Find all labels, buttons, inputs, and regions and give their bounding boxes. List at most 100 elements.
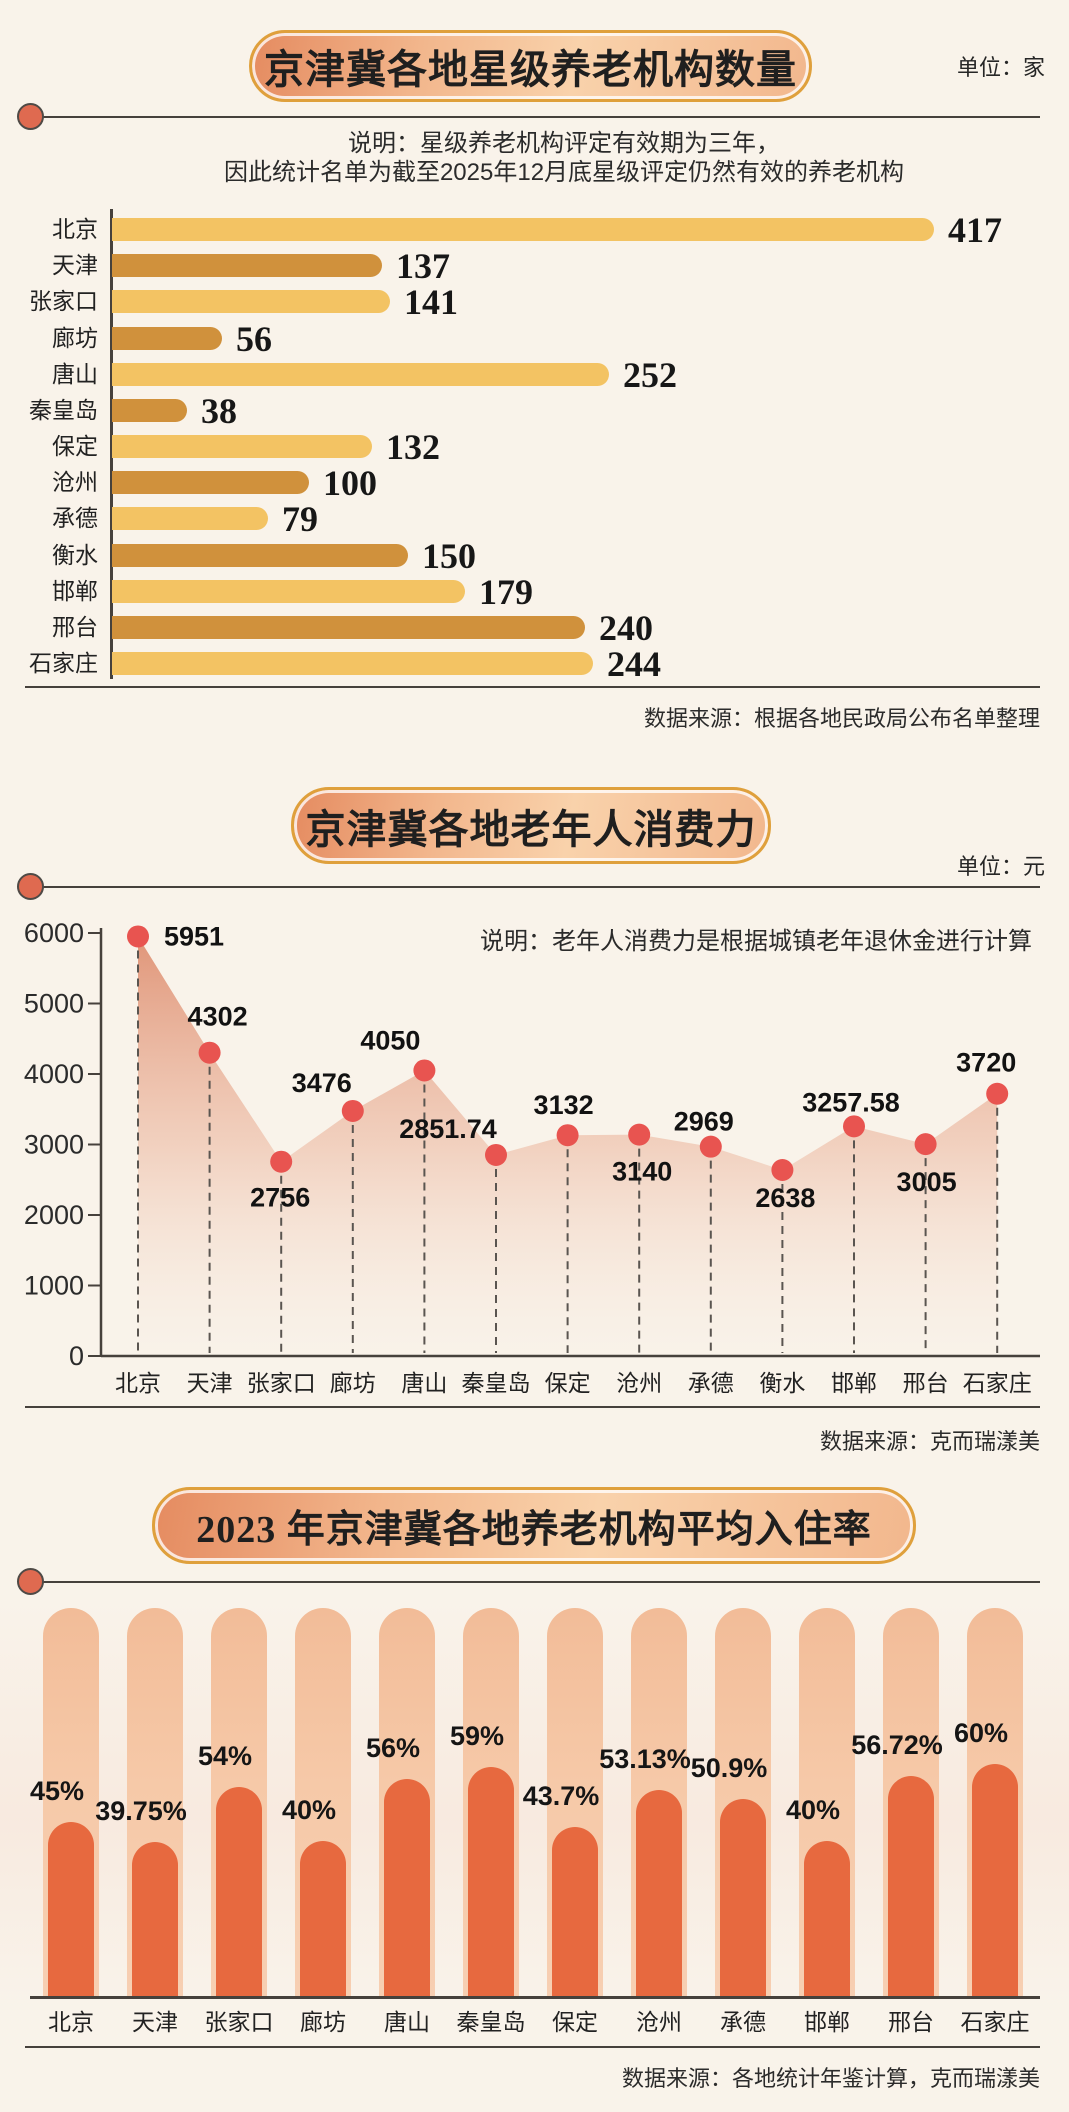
- chart3-category-label: 石家庄: [960, 2009, 1030, 2035]
- chart2-data-point: [914, 1133, 937, 1156]
- chart2-category-label: 石家庄: [963, 1370, 1032, 1396]
- chart3-category-label: 承德: [720, 2009, 766, 2035]
- chart2-y-tick-label: 3000: [24, 1130, 84, 1160]
- chart1-source: 数据来源：根据各地民政局公布名单整理: [643, 706, 1040, 731]
- chart1-value-label: 100: [323, 463, 377, 503]
- chart2-data-point: [127, 925, 149, 948]
- chart2-data-point: [413, 1059, 436, 1082]
- chart3-category-label: 北京: [48, 2009, 94, 2035]
- chart3-value-label: 60%: [953, 1718, 1009, 1748]
- chart1-category-label: 承德: [52, 505, 98, 531]
- chart2-title: 京津冀各地老年人消费力: [305, 806, 757, 852]
- chart2-data-point: [843, 1115, 865, 1138]
- chart3-category-label: 秦皇岛: [456, 2009, 526, 2035]
- chart1-category-label: 石家庄: [29, 650, 98, 676]
- chart2-value-label: 3476: [292, 1068, 352, 1098]
- chart3-divider-dot-icon: [17, 1568, 44, 1595]
- chart3-category-label: 唐山: [384, 2009, 430, 2035]
- chart3-value-label: 54%: [197, 1741, 253, 1771]
- chart3-value-label: 59%: [449, 1721, 505, 1751]
- chart1-value-label: 179: [479, 572, 533, 612]
- chart2-divider-dot-icon: [17, 873, 44, 900]
- chart2-note: 说明：老年人消费力是根据城镇老年退休金进行计算: [480, 928, 1032, 955]
- chart2-value-label: 3140: [612, 1157, 672, 1187]
- chart2-data-point: [198, 1041, 221, 1064]
- chart3-bar: [636, 1790, 682, 1997]
- chart3-bar: [216, 1787, 262, 1997]
- chart1-note: 说明：星级养老机构评定有效期为三年， 因此统计名单为截至2025年12月底星级评…: [60, 129, 1068, 187]
- chart2-bottom-rule: [25, 1406, 1040, 1408]
- chart1-category-label: 邯郸: [52, 578, 98, 604]
- chart2-category-label: 唐山: [401, 1370, 447, 1396]
- chart1-value-label: 417: [948, 210, 1002, 250]
- chart3-value-label: 40%: [785, 1795, 841, 1825]
- chart1-bar: [112, 652, 593, 675]
- chart2-category-label: 北京: [115, 1370, 161, 1396]
- chart1-category-label: 廊坊: [52, 325, 98, 351]
- chart1-bar: [112, 507, 268, 530]
- chart1-note-line2: 因此统计名单为截至2025年12月底星级评定仍然有效的养老机构: [223, 159, 905, 186]
- chart1-divider-dot-icon: [17, 103, 44, 130]
- chart3-bar: [132, 1842, 178, 1997]
- chart3-title-badge: 2023 年京津冀各地养老机构平均入住率: [152, 1487, 916, 1564]
- chart3-bar: [888, 1776, 934, 1997]
- chart3-value-label: 53.13%: [599, 1744, 691, 1774]
- chart1-bar: [112, 399, 187, 422]
- chart1-bar: [112, 290, 390, 313]
- chart1-category-label: 北京: [52, 216, 98, 242]
- chart2-value-label: 5951: [164, 921, 224, 951]
- chart3-value-label: 45%: [29, 1776, 85, 1806]
- chart2-data-point: [628, 1123, 651, 1146]
- chart2-category-label: 邢台: [903, 1370, 949, 1396]
- chart1-value-label: 141: [404, 282, 458, 322]
- chart2-category-label: 承德: [688, 1370, 734, 1396]
- chart2-y-tick-label: 4000: [24, 1059, 84, 1089]
- chart1-bar: [112, 471, 309, 494]
- chart3-bottom-rule: [25, 2046, 1040, 2048]
- chart1-y-axis: [110, 209, 113, 679]
- chart1-value-label: 244: [607, 644, 661, 684]
- chart3-value-label: 50.9%: [690, 1753, 768, 1783]
- chart1-category-label: 张家口: [29, 288, 98, 314]
- chart2-unit-label: 单位：元: [956, 854, 1045, 879]
- chart3-value-label: 43.7%: [522, 1781, 600, 1811]
- chart1-value-label: 150: [422, 536, 476, 576]
- chart2-title-badge: 京津冀各地老年人消费力: [291, 787, 771, 864]
- chart3-value-label: 39.75%: [95, 1796, 187, 1826]
- chart3-bar: [48, 1822, 94, 1997]
- chart3-bar: [972, 1764, 1018, 1997]
- chart2-category-label: 邯郸: [831, 1370, 877, 1396]
- chart1-bar: [112, 616, 585, 639]
- chart3-bar: [804, 1841, 850, 1997]
- chart2-value-label: 2638: [755, 1183, 815, 1213]
- chart3-category-label: 邯郸: [804, 2009, 850, 2035]
- chart2-value-label: 4050: [360, 1025, 420, 1055]
- chart1-bar: [112, 363, 609, 386]
- chart1-value-label: 132: [386, 427, 440, 467]
- chart3-title: 2023 年京津冀各地养老机构平均入住率: [196, 1509, 872, 1551]
- chart2-category-label: 保定: [545, 1370, 591, 1396]
- chart1-category-label: 衡水: [52, 542, 98, 568]
- chart1-category-label: 唐山: [52, 361, 98, 387]
- chart2-value-label: 3257.58: [802, 1087, 900, 1117]
- chart2-data-point: [485, 1143, 507, 1166]
- chart2-y-tick-label: 2000: [24, 1200, 84, 1230]
- chart2-y-tick-label: 1000: [24, 1271, 84, 1301]
- chart1-bar: [112, 254, 382, 277]
- chart2-value-label: 4302: [188, 1002, 248, 1032]
- chart1-category-label: 邢台: [52, 614, 98, 640]
- chart2-category-label: 廊坊: [330, 1370, 376, 1396]
- chart2-category-label: 衡水: [759, 1370, 805, 1396]
- chart2-value-label: 3132: [534, 1090, 594, 1120]
- chart1-unit-label: 单位：家: [956, 55, 1045, 80]
- chart1-category-label: 保定: [52, 433, 98, 459]
- chart1-value-label: 240: [599, 608, 653, 648]
- chart3-bar: [720, 1799, 766, 1997]
- chart1-bar: [112, 218, 934, 241]
- chart3-value-label: 56%: [365, 1733, 421, 1763]
- chart1-header-divider: [31, 116, 1040, 118]
- chart2-y-tick-label: 0: [69, 1341, 84, 1371]
- chart2-value-label: 3720: [956, 1048, 1016, 1078]
- chart3-header-divider: [31, 1581, 1040, 1583]
